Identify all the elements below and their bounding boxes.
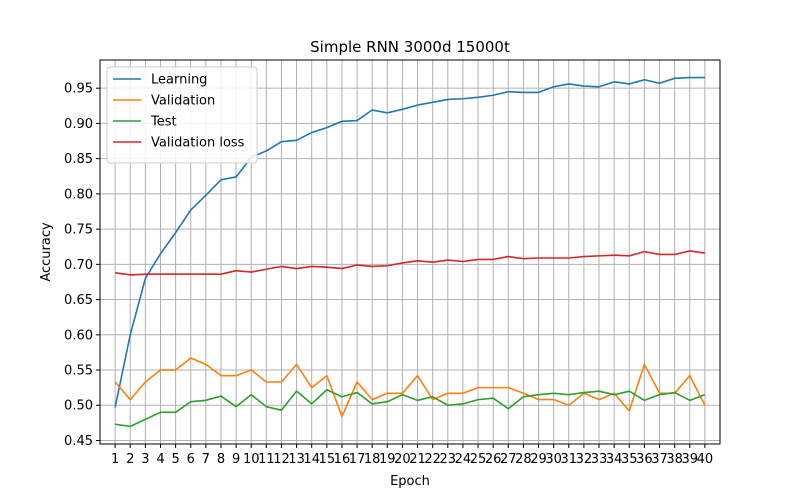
x-tick-label: 34 bbox=[606, 452, 623, 467]
x-ticks: 1 2 3 4 5 6 7 8 9 1011121314151617181920212223242… bbox=[111, 444, 713, 467]
x-tick-label: 5 bbox=[171, 452, 179, 467]
y-tick-label: 0.65 bbox=[64, 293, 93, 308]
x-tick-label: 17 bbox=[349, 452, 366, 467]
y-ticks: 0.45 0.50 0.55 0.60 0.65 0.70 0.75 0.80 0.85 0.90… bbox=[64, 82, 100, 449]
x-tick-label: 11 bbox=[258, 452, 275, 467]
series-line-test bbox=[115, 388, 706, 428]
x-tick-label: 8 bbox=[217, 452, 225, 467]
y-tick-label: 0.70 bbox=[64, 258, 93, 273]
x-tick-label: 7 bbox=[202, 452, 210, 467]
legend-label-validation-loss: Validation loss bbox=[151, 136, 245, 151]
x-tick-label: 16 bbox=[334, 452, 351, 467]
legend-box bbox=[106, 66, 258, 164]
x-tick-label: 37 bbox=[651, 452, 668, 467]
x-tick-label: 13 bbox=[288, 452, 305, 467]
legend-label-learning: Learning bbox=[151, 73, 207, 88]
x-tick-label: 19 bbox=[379, 452, 396, 467]
x-tick-label: 12 bbox=[273, 452, 290, 467]
y-tick-label: 0.60 bbox=[64, 328, 93, 343]
x-tick-label: 38 bbox=[666, 452, 683, 467]
x-tick-label: 28 bbox=[515, 452, 532, 467]
x-tick-label: 39 bbox=[681, 452, 698, 467]
x-tick-label: 35 bbox=[621, 452, 638, 467]
x-tick-label: 31 bbox=[561, 452, 578, 467]
x-tick-label: 9 bbox=[232, 452, 240, 467]
x-tick-label: 40 bbox=[697, 452, 714, 467]
y-tick-label: 0.50 bbox=[64, 399, 93, 414]
x-tick-label: 29 bbox=[530, 452, 547, 467]
legend-label-validation: Validation bbox=[151, 94, 215, 109]
x-axis-label: Epoch bbox=[390, 474, 430, 489]
x-tick-label: 25 bbox=[470, 452, 487, 467]
legend-label-test: Test bbox=[150, 115, 177, 130]
x-tick-label: 10 bbox=[243, 452, 260, 467]
series-line-validation-loss bbox=[115, 250, 705, 276]
plot-frame bbox=[99, 59, 721, 445]
x-tick-label: 4 bbox=[156, 452, 164, 467]
x-tick-label: 26 bbox=[485, 452, 502, 467]
x-tick-label: 14 bbox=[303, 452, 320, 467]
y-axis-label: Accuracy bbox=[39, 222, 54, 282]
x-tick-label: 27 bbox=[500, 452, 517, 467]
x-tick-label: 36 bbox=[636, 452, 653, 467]
x-tick-label: 24 bbox=[455, 452, 472, 467]
x-tick-label: 18 bbox=[364, 452, 381, 467]
y-tick-label: 0.45 bbox=[64, 434, 93, 449]
y-tick-label: 0.80 bbox=[64, 187, 93, 202]
x-tick-label: 20 bbox=[394, 452, 411, 467]
y-tick-label: 0.55 bbox=[64, 364, 93, 379]
chart-title: Simple RNN 3000d 15000t bbox=[310, 38, 510, 56]
x-tick-label: 1 bbox=[111, 452, 119, 467]
y-tick-label: 0.95 bbox=[64, 82, 93, 97]
series-line-validation bbox=[114, 357, 706, 418]
series-line-learning bbox=[114, 76, 705, 408]
x-tick-label: 30 bbox=[545, 452, 562, 467]
x-tick-label: 22 bbox=[424, 452, 441, 467]
x-tick-label: 33 bbox=[591, 452, 608, 467]
x-tick-label: 15 bbox=[319, 452, 336, 467]
x-tick-label: 6 bbox=[187, 452, 195, 467]
x-tick-label: 32 bbox=[576, 452, 593, 467]
y-tick-label: 0.75 bbox=[64, 223, 93, 238]
y-tick-label: 0.85 bbox=[64, 152, 93, 167]
x-tick-label: 23 bbox=[440, 452, 457, 467]
x-tick-label: 21 bbox=[409, 452, 426, 467]
series-lines bbox=[114, 76, 706, 428]
y-tick-label: 0.90 bbox=[64, 117, 93, 132]
x-tick-label: 3 bbox=[141, 452, 149, 467]
legend: Learning Validation Test Validation loss bbox=[106, 66, 258, 164]
x-tick-label: 2 bbox=[126, 452, 134, 467]
